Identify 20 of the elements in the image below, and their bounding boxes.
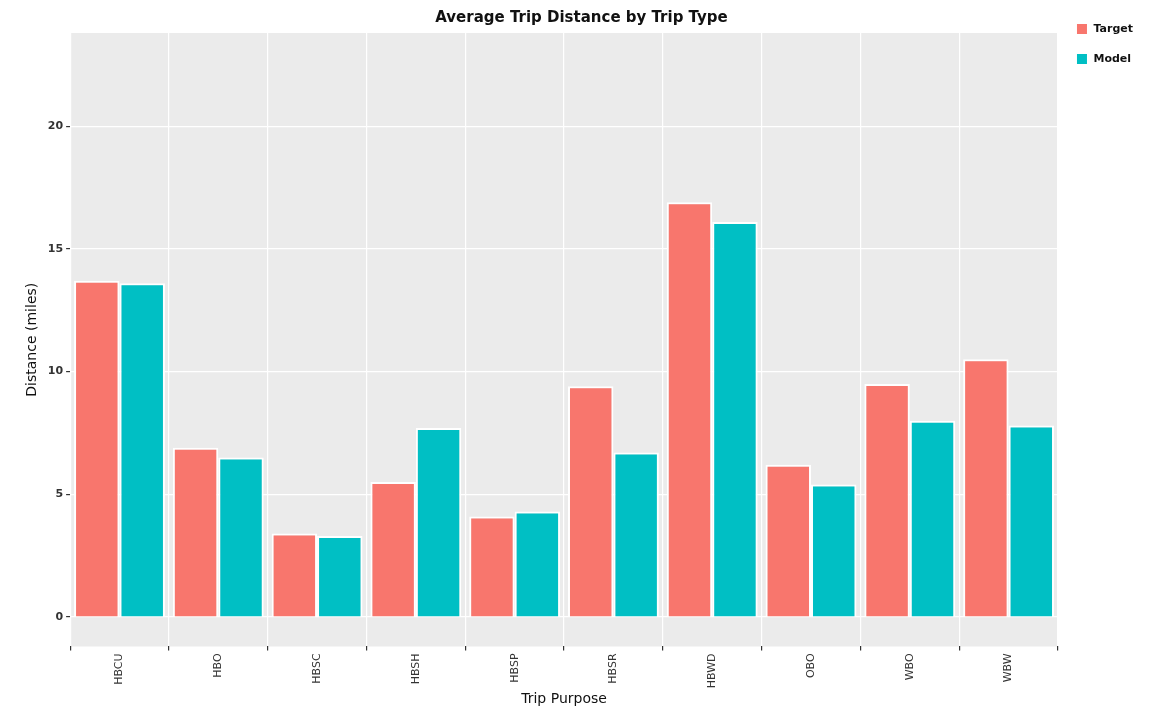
x-tick-label: HBSH (408, 653, 422, 685)
chart-title: Average Trip Distance by Trip Type (435, 7, 728, 26)
x-axis-title: Trip Purpose (520, 690, 607, 707)
x-tick-label: HBWD (705, 653, 719, 689)
y-tick-label: 10 (47, 364, 64, 378)
x-tick-label: HBO (211, 653, 225, 678)
x-tick-label: OBO (803, 653, 817, 679)
x-tick-label: WBW (1001, 653, 1015, 683)
legend-label: Model (1093, 51, 1132, 65)
x-tick-label: HBSC (309, 653, 323, 684)
y-axis-title: Distance (miles) (23, 282, 40, 397)
x-tick-label: HBSR (606, 653, 620, 684)
y-tick-label: 20 (47, 119, 64, 133)
y-tick-label: 15 (47, 241, 64, 255)
x-tick-label: HBCU (112, 653, 126, 685)
y-tick-label: 5 (55, 487, 64, 501)
x-tick-label: WBO (902, 653, 916, 681)
y-tick-label: 0 (55, 609, 64, 623)
legend-label: Target (1093, 21, 1134, 35)
x-tick-label: HBSP (507, 653, 521, 683)
